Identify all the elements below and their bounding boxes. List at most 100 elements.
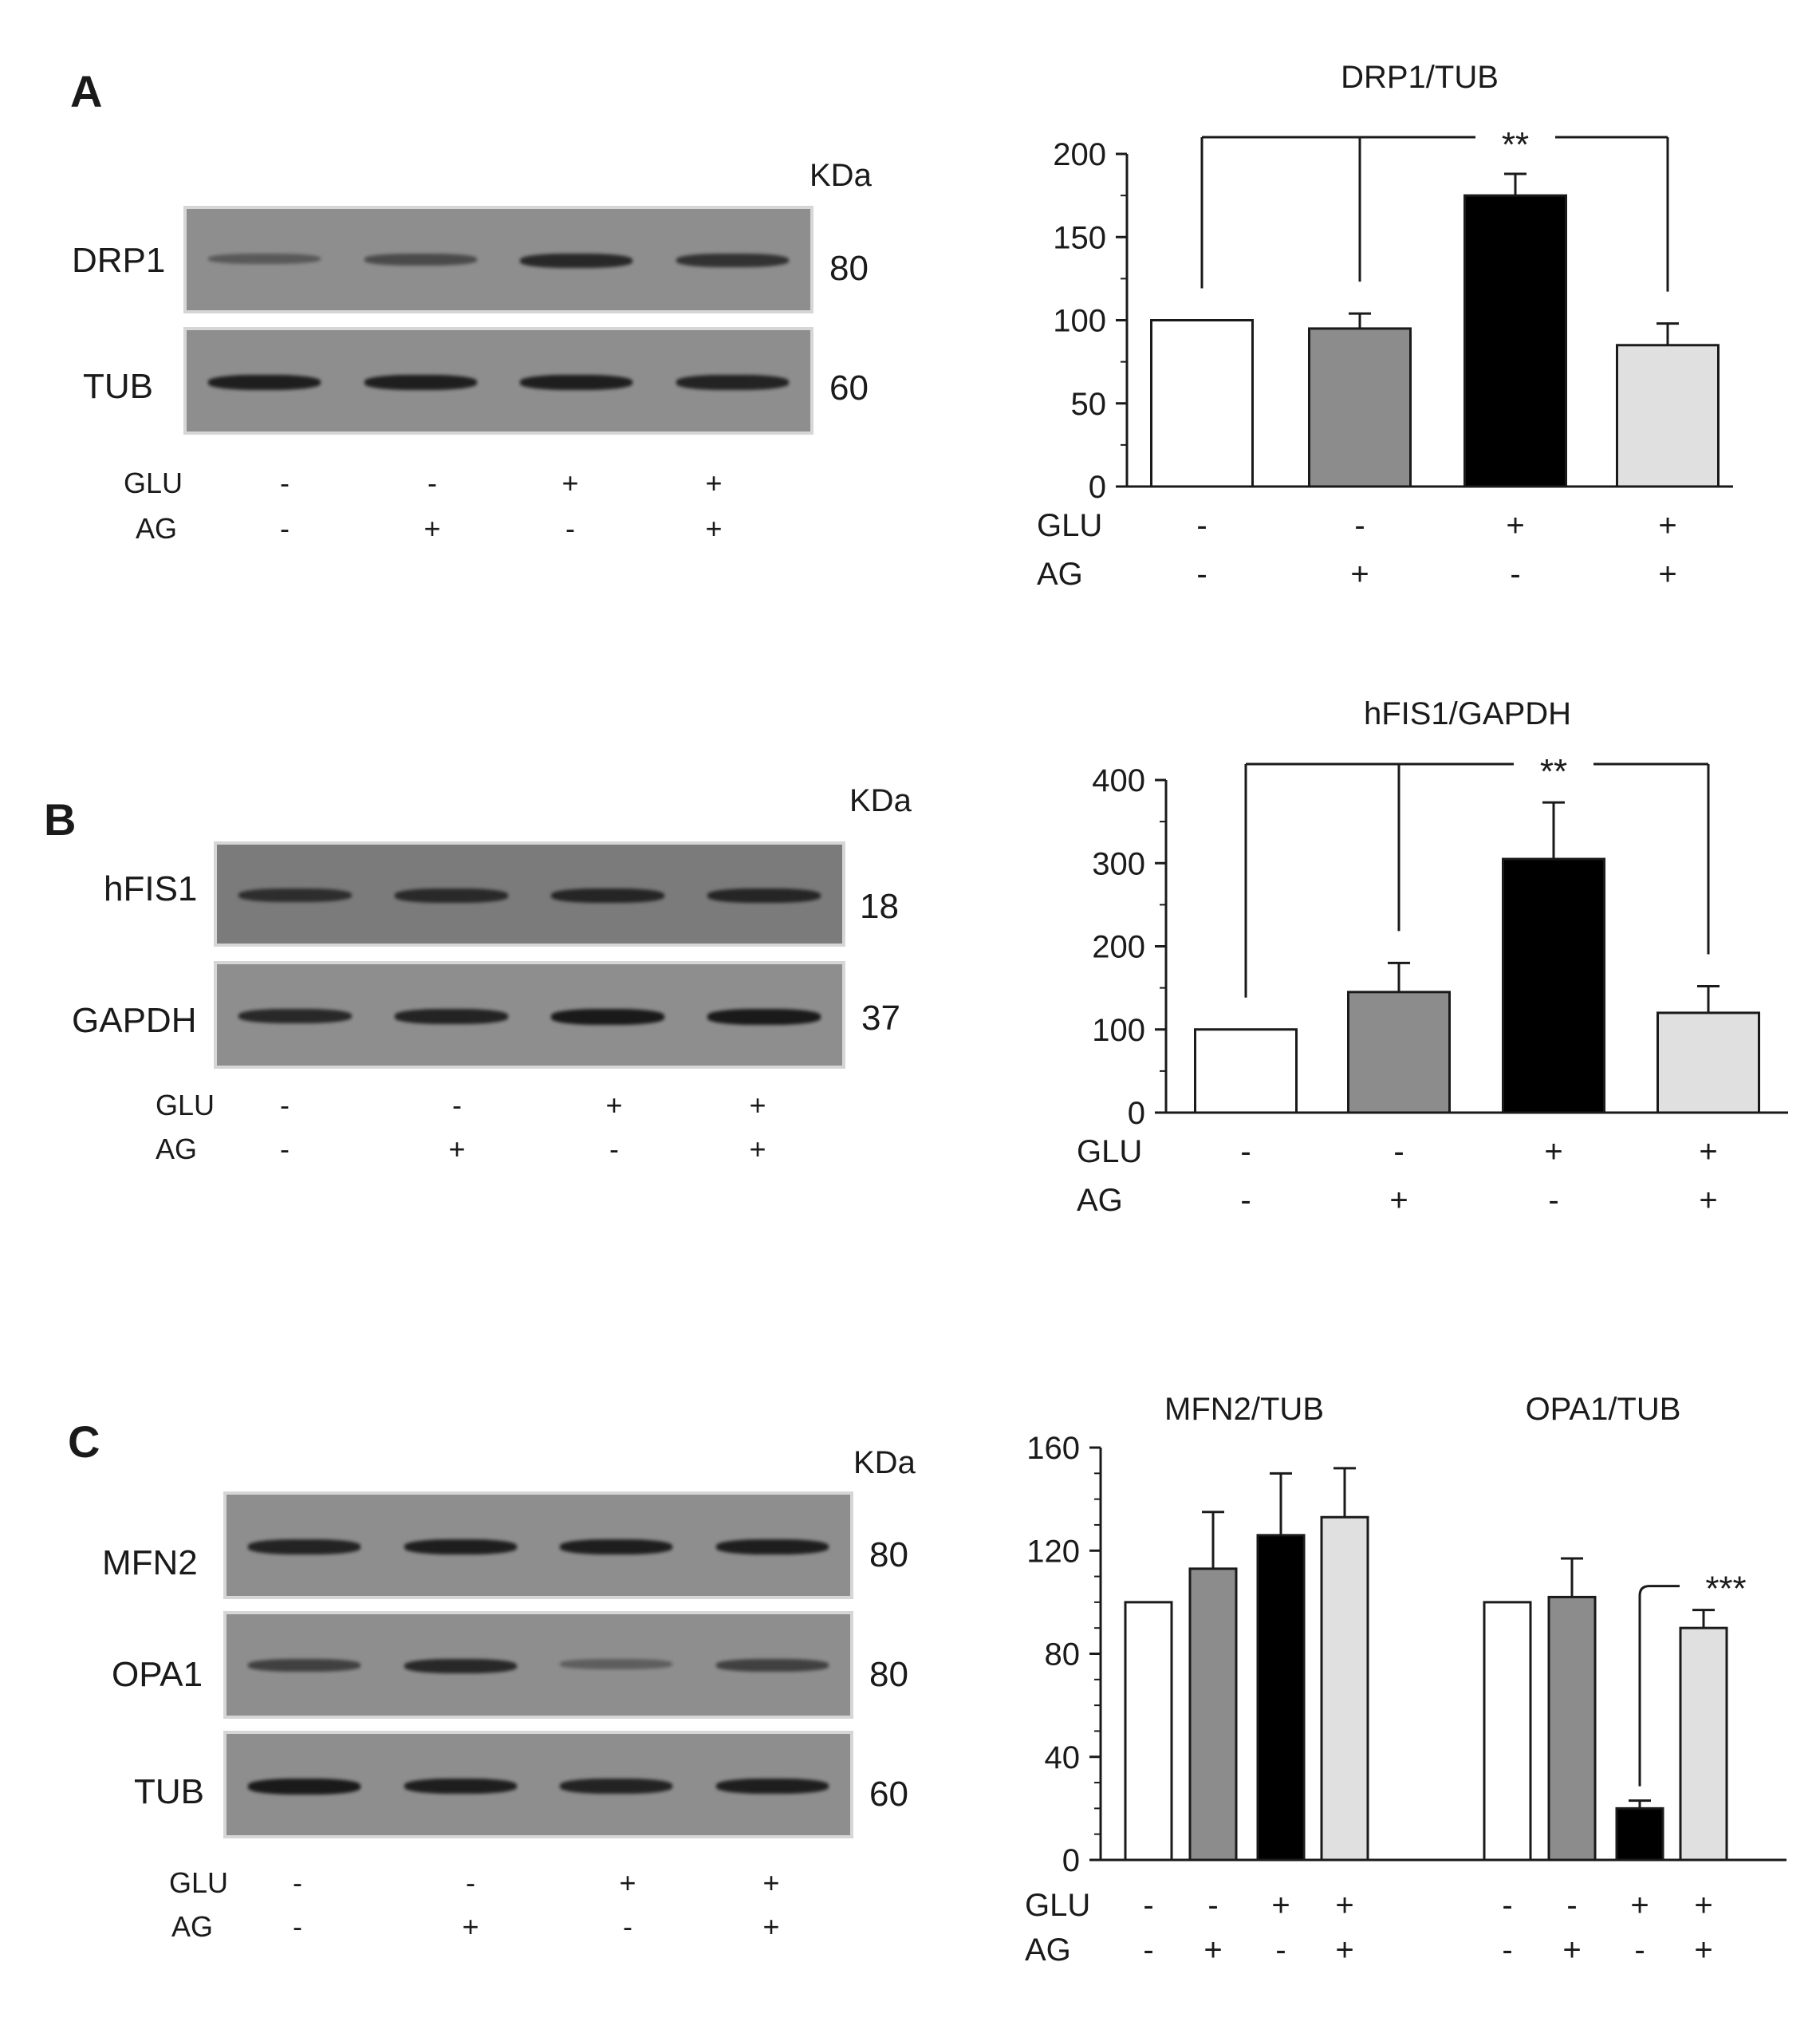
glu-sign: - — [1240, 1134, 1251, 1169]
panel-b-blot-1-label: hFIS1 — [104, 869, 198, 908]
glu-sign: - — [1196, 508, 1207, 543]
glu-sign: + — [1694, 1888, 1712, 1923]
ag-label: AG — [1037, 557, 1083, 592]
panel-b-glu-sign-4: + — [749, 1089, 766, 1121]
bar — [1483, 1601, 1532, 1862]
bar — [1547, 1595, 1597, 1862]
chart-title: hFIS1/GAPDH — [1364, 696, 1571, 731]
y-tick-label: 0 — [1062, 1843, 1080, 1878]
bar — [1256, 1534, 1306, 1862]
ag-sign: + — [1335, 1933, 1353, 1968]
hfis1-gapdh-chart: 0 100 200 300 400 hFIS1/GAPDH ** GLU AG - - - + + - + + — [1077, 696, 1788, 1218]
panel-a-glu-sign-1: - — [280, 467, 290, 499]
panel-a-blot-1 — [183, 206, 813, 313]
blot-band — [715, 1658, 829, 1672]
panel-c-blot-2 — [223, 1611, 853, 1719]
bar — [1194, 1028, 1298, 1114]
panel-c-blot-1-label: MFN2 — [102, 1543, 198, 1582]
panel-a-glu-sign-4: + — [705, 467, 723, 499]
y-tick-label: 200 — [1053, 137, 1106, 172]
panel-a-kda-label: KDa — [810, 158, 872, 193]
panel-c-ag-sign-4: + — [762, 1910, 780, 1943]
panel-b-blot-2-mw: 37 — [861, 999, 900, 1038]
blot-band — [715, 1539, 829, 1555]
panel-c-glu-sign-3: + — [619, 1866, 636, 1899]
ag-sign: - — [1548, 1183, 1558, 1218]
panel-b-kda-label: KDa — [849, 783, 912, 818]
panel-b-glu-sign-2: - — [452, 1089, 462, 1121]
panel-a-blot-1-label: DRP1 — [72, 241, 166, 280]
significance-label: ** — [1540, 752, 1567, 791]
bar — [1463, 194, 1567, 488]
blot-band — [395, 888, 508, 903]
blot-band — [248, 1539, 361, 1554]
bar — [1657, 1011, 1760, 1114]
glu-sign: + — [1699, 1134, 1717, 1169]
panel-a-blot-1-mw: 80 — [829, 249, 869, 288]
ag-sign: - — [1240, 1183, 1251, 1218]
chart-title: DRP1/TUB — [1341, 60, 1499, 95]
blot-band — [520, 374, 633, 391]
blot-band — [208, 374, 321, 391]
glu-label: GLU — [1037, 508, 1102, 543]
panel-b-ag-sign-2: + — [448, 1133, 466, 1165]
panel-c-ag-sign-3: - — [623, 1910, 632, 1943]
panel-c-blot-3-mw: 60 — [869, 1775, 908, 1814]
ag-sign: - — [1510, 557, 1520, 592]
panel-a-ag-sign-1: - — [280, 512, 290, 545]
y-tick-label: 150 — [1053, 220, 1106, 255]
panel-a-ag-sign-3: - — [565, 512, 575, 545]
glu-sign: - — [1207, 1888, 1218, 1923]
ag-sign: - — [1634, 1933, 1645, 1968]
glu-sign: - — [1393, 1134, 1404, 1169]
glu-sign: - — [1143, 1888, 1153, 1923]
blot-band — [248, 1658, 361, 1672]
blot-band — [707, 888, 821, 904]
panel-b-blot-1 — [214, 841, 845, 947]
blot-band — [676, 253, 789, 268]
bar — [1124, 1601, 1173, 1862]
panel-c-blot-2-label: OPA1 — [112, 1655, 203, 1694]
panel-a-ag-sign-4: + — [705, 512, 723, 545]
glu-sign: + — [1271, 1888, 1290, 1923]
panel-b-glu-label: GLU — [156, 1089, 215, 1121]
panel-b-glu-sign-3: + — [605, 1089, 623, 1121]
panel-b-letter: B — [44, 794, 77, 845]
y-tick-label: 80 — [1045, 1637, 1081, 1672]
bar — [1615, 1806, 1664, 1862]
panel-a-blot-2-label: TUB — [83, 367, 153, 406]
bar — [1347, 991, 1451, 1114]
panel-a-ag-label: AG — [136, 512, 178, 545]
bar — [1616, 344, 1720, 488]
blot-band — [395, 1008, 508, 1024]
blot-band — [551, 1008, 664, 1025]
y-tick-label: 160 — [1026, 1431, 1080, 1466]
y-tick-label: 400 — [1092, 763, 1145, 798]
panel-a-glu-label: GLU — [124, 467, 183, 499]
ag-sign: - — [1196, 557, 1207, 592]
panel-b-glu-sign-1: - — [280, 1089, 290, 1121]
panel-a-glu-sign-2: - — [427, 467, 437, 499]
panel-c-letter: C — [68, 1416, 100, 1467]
glu-sign: + — [1658, 508, 1676, 543]
y-tick-label: 0 — [1089, 470, 1106, 505]
panel-a-ag-sign-2: + — [423, 512, 441, 545]
panel-b-blot-2 — [214, 961, 845, 1069]
bar — [1188, 1567, 1238, 1862]
ag-sign: + — [1699, 1183, 1717, 1218]
blot-band — [364, 374, 477, 391]
panel-b-blot-1-mw: 18 — [860, 887, 899, 926]
panel-c-glu-label: GLU — [169, 1866, 229, 1899]
blot-band — [560, 1778, 673, 1794]
group-title: MFN2/TUB — [1164, 1392, 1324, 1427]
ag-sign: + — [1203, 1933, 1222, 1968]
glu-sign: + — [1335, 1888, 1353, 1923]
ag-sign: - — [1143, 1933, 1153, 1968]
y-tick-label: 100 — [1053, 304, 1106, 339]
panel-b-ag-sign-3: - — [609, 1133, 619, 1165]
panel-c-blot-2-mw: 80 — [869, 1655, 908, 1694]
panel-a-blot-2 — [183, 327, 813, 435]
panel-c-blot-3 — [223, 1731, 853, 1838]
drp1-tub-chart: 0 50 100 150 200 DRP1/TUB** GLU AG - - - + + - + + — [1037, 60, 1733, 592]
significance-label: ** — [1502, 125, 1529, 164]
